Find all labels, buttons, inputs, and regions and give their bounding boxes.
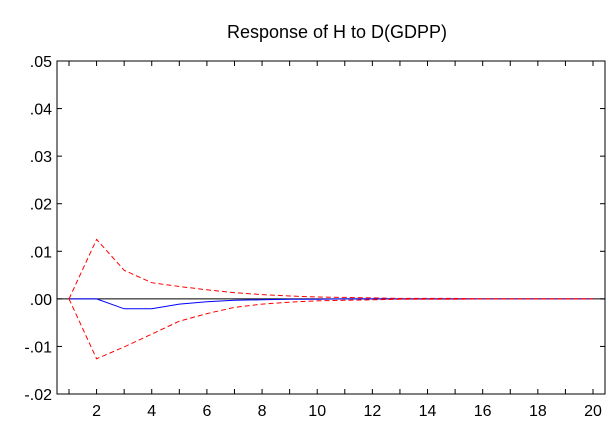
x-tick-label: 16 [474, 403, 492, 420]
y-tick-label: .05 [30, 54, 52, 71]
series-line-2 [68, 238, 593, 300]
plot-frame [56, 60, 606, 395]
y-tick-label: .01 [30, 244, 52, 261]
x-tick-label: 10 [308, 403, 326, 420]
series-layer [68, 238, 593, 360]
chart-title: Response of H to D(GDPP) [227, 22, 447, 42]
x-tick-label: 2 [92, 403, 101, 420]
y-tick-label: .00 [30, 292, 52, 309]
x-tick-label: 6 [202, 403, 211, 420]
series-line-3 [68, 298, 593, 360]
x-tick-label: 18 [529, 403, 547, 420]
y-tick-label: .04 [30, 102, 52, 119]
y-tick-label: -.02 [24, 387, 52, 404]
y-axis: -.02 -.01 .00 .01 .02 .03 .04 .05 [24, 54, 605, 404]
x-tick-label: 12 [363, 403, 381, 420]
x-tick-label: 8 [258, 403, 267, 420]
x-tick-label: 4 [147, 403, 156, 420]
x-tick-label: 14 [419, 403, 437, 420]
y-tick-label: .02 [30, 197, 52, 214]
y-tick-label: .03 [30, 149, 52, 166]
series-line-1 [69, 298, 593, 310]
x-tick-label: 20 [584, 403, 602, 420]
y-tick-label: -.01 [24, 339, 52, 356]
x-axis: 2 4 6 8 10 12 14 16 18 20 [68, 61, 602, 420]
